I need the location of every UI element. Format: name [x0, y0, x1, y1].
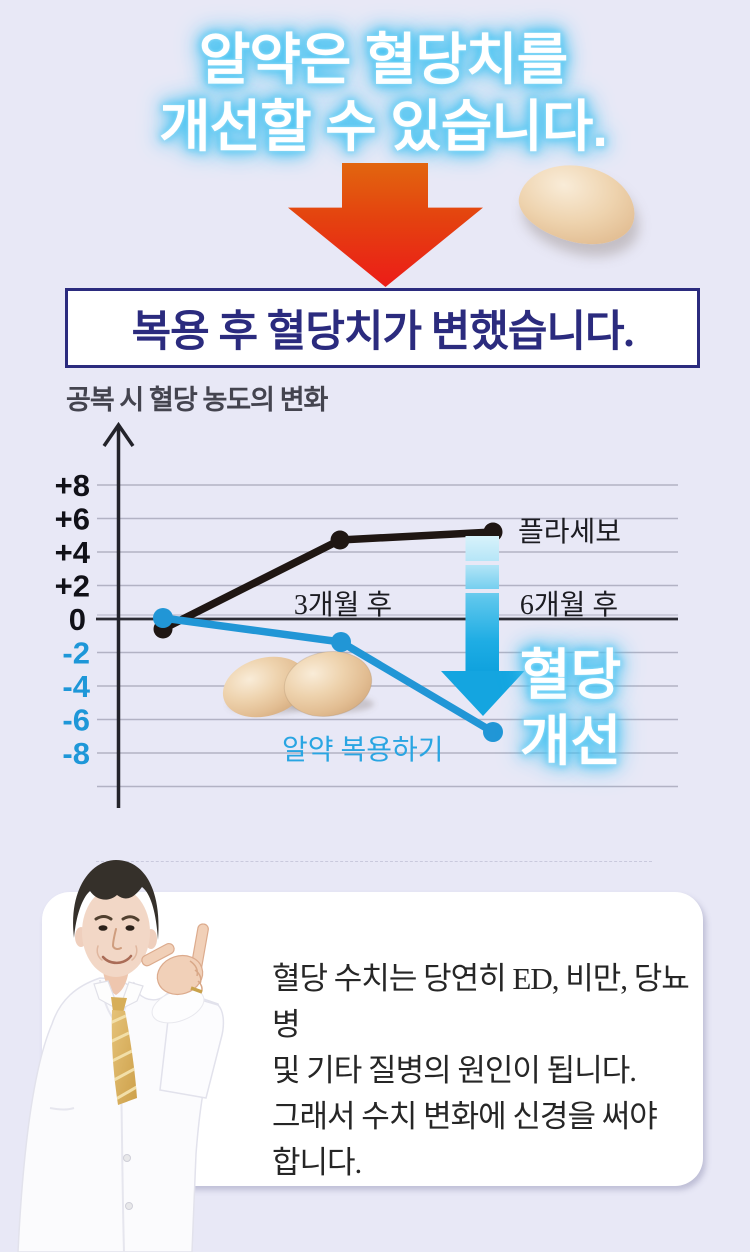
- pill-point-1: [331, 632, 351, 652]
- doctor-face-features: [94, 915, 140, 965]
- photo-top-edge: [96, 861, 652, 862]
- ytick-m6: -6: [62, 703, 90, 738]
- ytick-p8: +8: [55, 468, 90, 503]
- y-axis: [102, 421, 135, 808]
- ytick-m2: -2: [62, 636, 90, 671]
- improvement-label-line1: 혈당: [520, 644, 622, 706]
- pill-image: [511, 153, 644, 255]
- y-tick-labels: +8 +6 +4 +2 0 -2 -4 -6 -8: [55, 468, 91, 771]
- speech-line-4: 합니다.: [272, 1145, 362, 1180]
- hero-title-line2: 개선할 수 있습니다.: [159, 95, 608, 158]
- ytick-p4: +4: [55, 535, 91, 570]
- doctor-hair: [73, 860, 159, 940]
- chart-title: 공복 시 혈당 농도의 변화: [66, 385, 328, 415]
- pill-left-image: [222, 656, 308, 718]
- ytick-m8: -8: [62, 736, 90, 771]
- ytick-p2: +2: [55, 569, 90, 604]
- tie-knot: [111, 997, 127, 1013]
- doctor-pointing-hand: [141, 923, 209, 996]
- coat-button: [123, 1154, 131, 1162]
- ytick-0: 0: [69, 602, 86, 637]
- ytick-p6: +6: [55, 502, 90, 537]
- placebo-point-1: [330, 530, 350, 550]
- hero-title-line1: 알약은 혈당치를: [198, 28, 568, 91]
- series-pill: [153, 608, 503, 742]
- ytick-m4: -4: [62, 669, 90, 704]
- pill-point-2: [483, 722, 503, 742]
- speech-line-2: 및 기타 질병의 원인이 됩니다.: [272, 1053, 637, 1088]
- annotation-3-months: 3개월 후: [294, 589, 392, 621]
- annotation-6-months: 6개월 후: [520, 589, 618, 621]
- improvement-label: 혈당 개선: [520, 642, 740, 774]
- pill-right-image: [283, 651, 373, 717]
- legend-placebo: 플라세보: [518, 516, 621, 548]
- pills-image: [222, 651, 374, 718]
- hero-title: 알약은 혈당치를 개선할 수 있습니다.: [8, 26, 750, 160]
- doctor-speech: 혈당 수치는 당연히 ED, 비만, 당뇨병 및 기타 질병의 원인이 됩니다.…: [272, 956, 702, 1186]
- coat-button: [125, 1202, 133, 1210]
- red-down-arrow-icon: [288, 163, 483, 287]
- gridlines: [97, 484, 678, 788]
- speech-line-1: 혈당 수치는 당연히 ED, 비만, 당뇨병: [272, 961, 690, 1042]
- tie-body: [111, 1010, 137, 1105]
- pill-point-0: [153, 608, 173, 628]
- y-axis-arrowhead-icon: [102, 421, 135, 447]
- blood-sugar-chart: +8 +6 +4 +2 0 -2 -4 -6 -8: [55, 421, 678, 808]
- speech-line-3: 그래서 수치 변화에 신경을 써야: [272, 1099, 658, 1134]
- banner-text: 복용 후 혈당치가 변했습니다.: [131, 309, 635, 356]
- improvement-label-line2: 개선: [520, 710, 622, 772]
- banner-box: 복용 후 혈당치가 변했습니다.: [65, 288, 700, 368]
- legend-pill: 알약 복용하기: [282, 734, 444, 766]
- doctor-figure: [17, 860, 225, 1252]
- improvement-arrow-icon: [441, 536, 525, 716]
